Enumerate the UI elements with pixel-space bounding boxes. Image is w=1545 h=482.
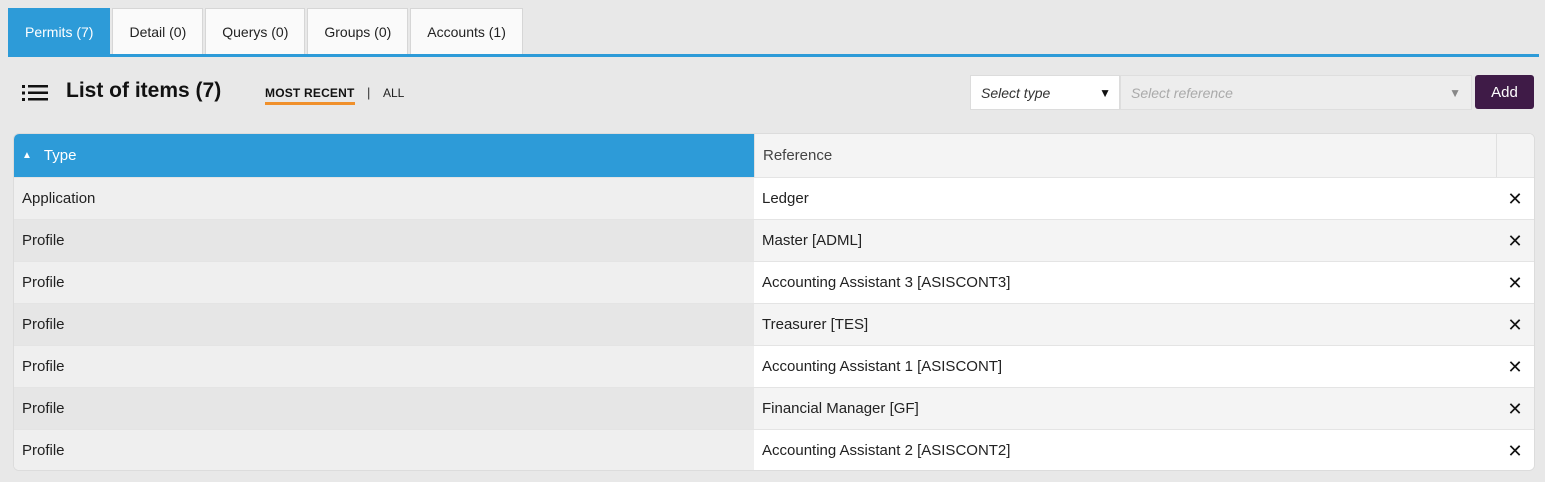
delete-icon[interactable]: ✕ xyxy=(1507,398,1523,419)
caret-down-icon: ▼ xyxy=(1449,86,1461,100)
cell-actions: ✕ xyxy=(1496,304,1534,345)
filter-separator: | xyxy=(367,85,371,100)
cell-actions: ✕ xyxy=(1496,346,1534,387)
column-header-reference[interactable]: Reference xyxy=(754,134,1496,177)
filter-all[interactable]: ALL xyxy=(383,86,405,100)
cell-reference: Accounting Assistant 2 [ASISCONT2] xyxy=(754,430,1496,470)
cell-reference: Ledger xyxy=(754,178,1496,219)
table-body: Application Ledger ✕ Profile Master [ADM… xyxy=(14,177,1534,470)
table-row: Profile Accounting Assistant 3 [ASISCONT… xyxy=(14,261,1534,303)
delete-icon[interactable]: ✕ xyxy=(1507,356,1523,377)
tab-groups[interactable]: Groups (0) xyxy=(307,8,409,54)
table-row: Profile Accounting Assistant 2 [ASISCONT… xyxy=(14,429,1534,470)
cell-reference: Accounting Assistant 3 [ASISCONT3] xyxy=(754,262,1496,303)
cell-type: Profile xyxy=(14,262,754,303)
caret-down-icon: ▼ xyxy=(1099,86,1111,100)
add-button[interactable]: Add xyxy=(1475,75,1534,109)
cell-type: Profile xyxy=(14,220,754,261)
cell-type: Application xyxy=(14,178,754,219)
cell-reference: Treasurer [TES] xyxy=(754,304,1496,345)
table-row: Application Ledger ✕ xyxy=(14,177,1534,219)
cell-actions: ✕ xyxy=(1496,178,1534,219)
cell-reference: Master [ADML] xyxy=(754,220,1496,261)
page-title: List of items (7) xyxy=(66,79,222,102)
delete-icon[interactable]: ✕ xyxy=(1507,188,1523,209)
cell-actions: ✕ xyxy=(1496,430,1534,470)
sort-ascending-icon: ▲ xyxy=(22,150,32,161)
table-row: Profile Accounting Assistant 1 [ASISCONT… xyxy=(14,345,1534,387)
delete-icon[interactable]: ✕ xyxy=(1507,272,1523,293)
table-header: ▲ Type Reference xyxy=(14,134,1534,177)
cell-type: Profile xyxy=(14,346,754,387)
tab-bar: Permits (7) Detail (0) Querys (0) Groups… xyxy=(8,8,1539,57)
tab-permits[interactable]: Permits (7) xyxy=(8,8,111,54)
cell-reference: Accounting Assistant 1 [ASISCONT] xyxy=(754,346,1496,387)
select-reference-placeholder: Select reference xyxy=(1131,84,1233,101)
list-icon xyxy=(22,85,48,101)
column-header-actions xyxy=(1496,134,1534,177)
items-table: ▲ Type Reference Application Ledger ✕ Pr… xyxy=(13,133,1535,471)
cell-actions: ✕ xyxy=(1496,388,1534,429)
delete-icon[interactable]: ✕ xyxy=(1507,314,1523,335)
tab-querys[interactable]: Querys (0) xyxy=(205,8,306,54)
tab-detail[interactable]: Detail (0) xyxy=(112,8,204,54)
column-header-label: Reference xyxy=(763,147,833,164)
select-type-placeholder: Select type xyxy=(981,84,1051,101)
select-type-dropdown[interactable]: Select type ▼ xyxy=(970,75,1120,110)
cell-type: Profile xyxy=(14,388,754,429)
tab-accounts[interactable]: Accounts (1) xyxy=(410,8,523,54)
cell-type: Profile xyxy=(14,430,754,470)
column-header-type[interactable]: ▲ Type xyxy=(14,134,754,177)
cell-reference: Financial Manager [GF] xyxy=(754,388,1496,429)
column-header-label: Type xyxy=(43,147,77,164)
table-row: Profile Financial Manager [GF] ✕ xyxy=(14,387,1534,429)
cell-actions: ✕ xyxy=(1496,220,1534,261)
table-row: Profile Treasurer [TES] ✕ xyxy=(14,303,1534,345)
cell-actions: ✕ xyxy=(1496,262,1534,303)
delete-icon[interactable]: ✕ xyxy=(1507,230,1523,251)
delete-icon[interactable]: ✕ xyxy=(1507,440,1523,461)
cell-type: Profile xyxy=(14,304,754,345)
select-reference-dropdown[interactable]: Select reference ▼ xyxy=(1120,75,1472,110)
table-row: Profile Master [ADML] ✕ xyxy=(14,219,1534,261)
list-toolbar: List of items (7) MOST RECENT | ALL Sele… xyxy=(8,72,1539,114)
filter-most-recent[interactable]: MOST RECENT xyxy=(265,86,355,105)
